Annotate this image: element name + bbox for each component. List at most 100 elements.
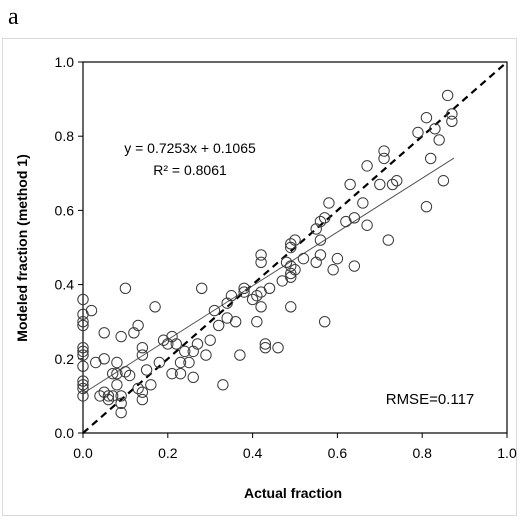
- data-point: [412, 126, 424, 139]
- data-point: [106, 390, 119, 402]
- data-point: [263, 282, 276, 295]
- data-point: [115, 397, 127, 410]
- y-tick-label: 0.6: [55, 202, 75, 218]
- data-point: [285, 301, 297, 313]
- data-point: [174, 367, 187, 380]
- data-point: [374, 178, 386, 191]
- data-point: [183, 356, 195, 369]
- data-point: [255, 256, 267, 269]
- y-tick-label: 0.8: [55, 128, 75, 144]
- data-point: [386, 178, 399, 191]
- data-point: [437, 175, 450, 187]
- data-point: [378, 145, 390, 157]
- data-point: [111, 367, 123, 380]
- data-point: [166, 367, 178, 380]
- data-point: [200, 349, 212, 361]
- data-point: [297, 252, 310, 265]
- tick-layer: 0.0 0.2 0.4 0.6 0.8 1.0 0.0 0.2 0.4 0.6 0.8 1.0: [55, 54, 517, 461]
- data-point: [344, 178, 356, 191]
- data-point: [255, 301, 267, 313]
- data-point: [106, 367, 119, 380]
- data-point: [208, 304, 221, 317]
- x-tick-label: 0.0: [73, 445, 93, 461]
- data-point: [238, 286, 250, 298]
- data-point: [285, 267, 297, 280]
- data-point: [77, 319, 89, 332]
- data-point: [77, 345, 89, 358]
- data-point: [323, 197, 335, 209]
- data-point: [238, 282, 250, 295]
- data-point: [77, 379, 89, 391]
- data-point: [229, 316, 242, 328]
- data-point: [123, 369, 136, 382]
- data-point: [272, 341, 284, 354]
- data-point: [446, 108, 458, 120]
- y-tick-label: 0.0: [55, 425, 75, 441]
- data-point: [420, 200, 433, 213]
- data-point: [327, 264, 339, 276]
- data-point: [251, 316, 263, 328]
- data-point: [115, 406, 127, 419]
- y-tick-label: 0.2: [55, 351, 75, 367]
- x-tick-label: 0.2: [158, 445, 178, 461]
- data-point: [246, 293, 259, 306]
- data-point: [145, 379, 157, 391]
- data-point: [378, 152, 390, 165]
- data-point: [251, 290, 263, 302]
- data-point: [314, 249, 327, 261]
- data-point: [225, 290, 238, 302]
- data-point: [348, 212, 361, 224]
- data-point: [391, 175, 403, 187]
- data-point: [77, 349, 89, 361]
- data-point: [314, 215, 327, 228]
- data-point: [280, 256, 293, 269]
- data-point: [285, 260, 297, 272]
- data-point: [77, 390, 89, 402]
- data-point: [174, 356, 187, 369]
- rmse-label: RMSE=0.117: [386, 391, 475, 408]
- y-tick-label: 0.4: [55, 277, 75, 293]
- data-point: [115, 330, 127, 343]
- data-point: [289, 234, 301, 246]
- data-point: [119, 366, 132, 378]
- data-point: [102, 390, 115, 402]
- r-squared-label: R² = 0.8061: [153, 162, 227, 178]
- data-point: [111, 379, 123, 391]
- data-point: [119, 282, 132, 295]
- data-point: [149, 301, 161, 313]
- data-point: [433, 134, 445, 146]
- data-point: [170, 338, 182, 350]
- data-point: [77, 316, 89, 328]
- data-point: [196, 282, 208, 295]
- data-point: [259, 341, 272, 354]
- data-point: [191, 338, 204, 350]
- data-point: [102, 393, 115, 406]
- data-point: [77, 360, 89, 372]
- data-point: [429, 123, 441, 135]
- points-layer: [77, 89, 458, 419]
- data-point: [361, 219, 373, 231]
- data-point: [136, 386, 149, 398]
- data-point: [111, 356, 123, 369]
- y-axis-title: Modeled fraction (method 1): [14, 154, 30, 341]
- data-point: [331, 252, 344, 265]
- data-point: [98, 353, 110, 365]
- data-point: [382, 234, 394, 246]
- data-point: [132, 319, 144, 332]
- data-point: [259, 338, 272, 350]
- data-point: [318, 212, 331, 224]
- data-point: [132, 382, 144, 395]
- x-tick-label: 0.6: [328, 445, 348, 461]
- x-tick-label: 1.0: [497, 445, 517, 461]
- data-point: [136, 393, 149, 406]
- data-point: [217, 379, 229, 391]
- data-point: [77, 382, 89, 395]
- plot-area-border: [82, 61, 508, 434]
- chart-frame: [2, 38, 517, 516]
- data-point: [77, 341, 89, 354]
- data-point: [420, 111, 433, 124]
- data-point: [285, 238, 297, 250]
- data-point: [85, 304, 98, 317]
- y-tick-label: 1.0: [55, 54, 75, 70]
